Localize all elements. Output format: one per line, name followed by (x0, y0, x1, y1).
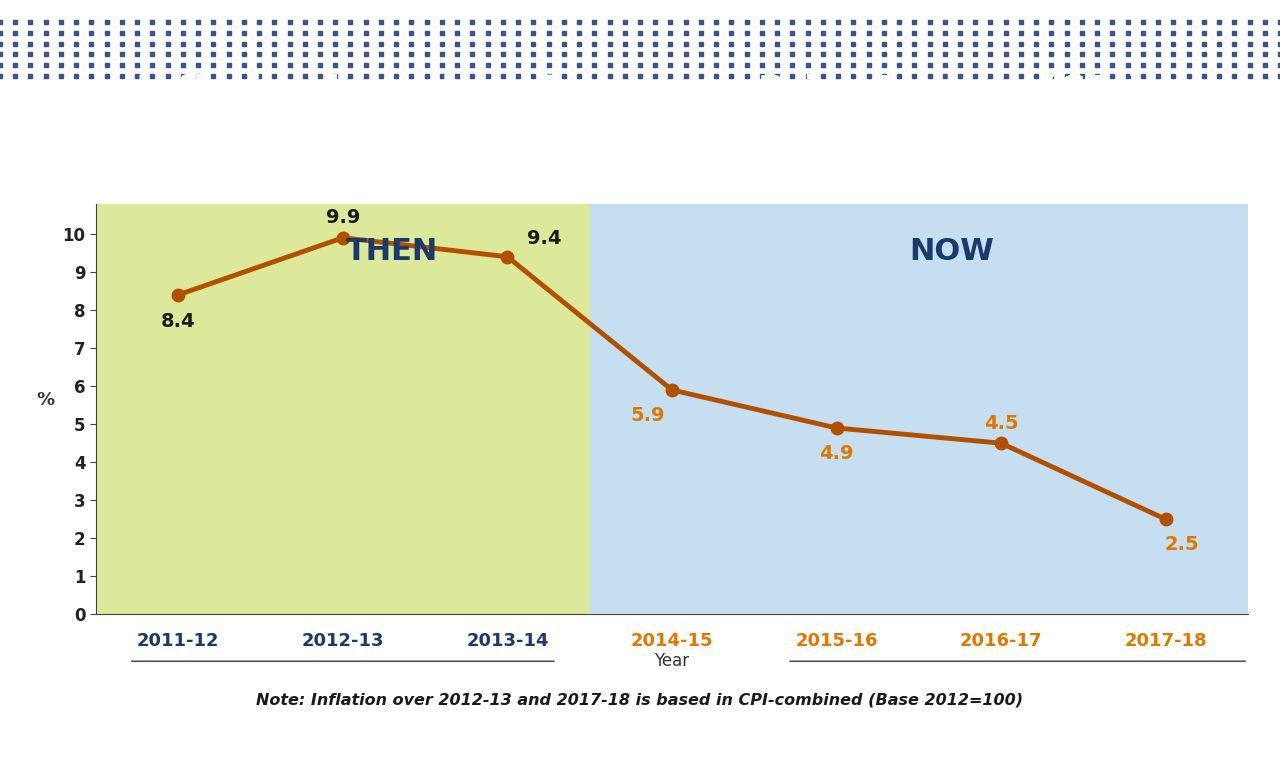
Bar (96, 204, 590, 614)
Text: 2012-13: 2012-13 (302, 633, 384, 650)
Text: 4.9: 4.9 (819, 444, 854, 463)
Text: Year: Year (654, 652, 690, 670)
Text: 2016-17: 2016-17 (960, 633, 1042, 650)
Text: 2017-18: 2017-18 (1124, 633, 1207, 650)
Text: 2014-15: 2014-15 (631, 633, 713, 650)
Bar (590, 204, 1248, 614)
Text: 2015-16: 2015-16 (795, 633, 878, 650)
Text: NOW: NOW (909, 237, 995, 266)
Y-axis label: %: % (37, 391, 55, 409)
Text: Inflation based on Consumer Price Indices (CPI): Inflation based on Consumer Price Indice… (136, 74, 1144, 111)
Text: 5.9: 5.9 (630, 406, 664, 425)
Text: 2013-14: 2013-14 (466, 633, 549, 650)
Text: 8.4: 8.4 (161, 312, 196, 331)
Text: 9.4: 9.4 (527, 230, 562, 248)
Text: 4.5: 4.5 (984, 413, 1019, 432)
Text: 2.5: 2.5 (1165, 535, 1199, 554)
Text: PM Modi addressing ICSI gathering on 4th October 2017: PM Modi addressing ICSI gathering on 4th… (355, 740, 925, 758)
Text: 9.9: 9.9 (325, 208, 360, 227)
Text: THEN: THEN (346, 237, 438, 266)
Text: Note: Inflation over 2012-13 and 2017-18 is based in CPI-combined (Base 2012=100: Note: Inflation over 2012-13 and 2017-18… (256, 693, 1024, 708)
Text: 2011-12: 2011-12 (137, 633, 220, 650)
Text: Headline: Headline (567, 141, 713, 169)
